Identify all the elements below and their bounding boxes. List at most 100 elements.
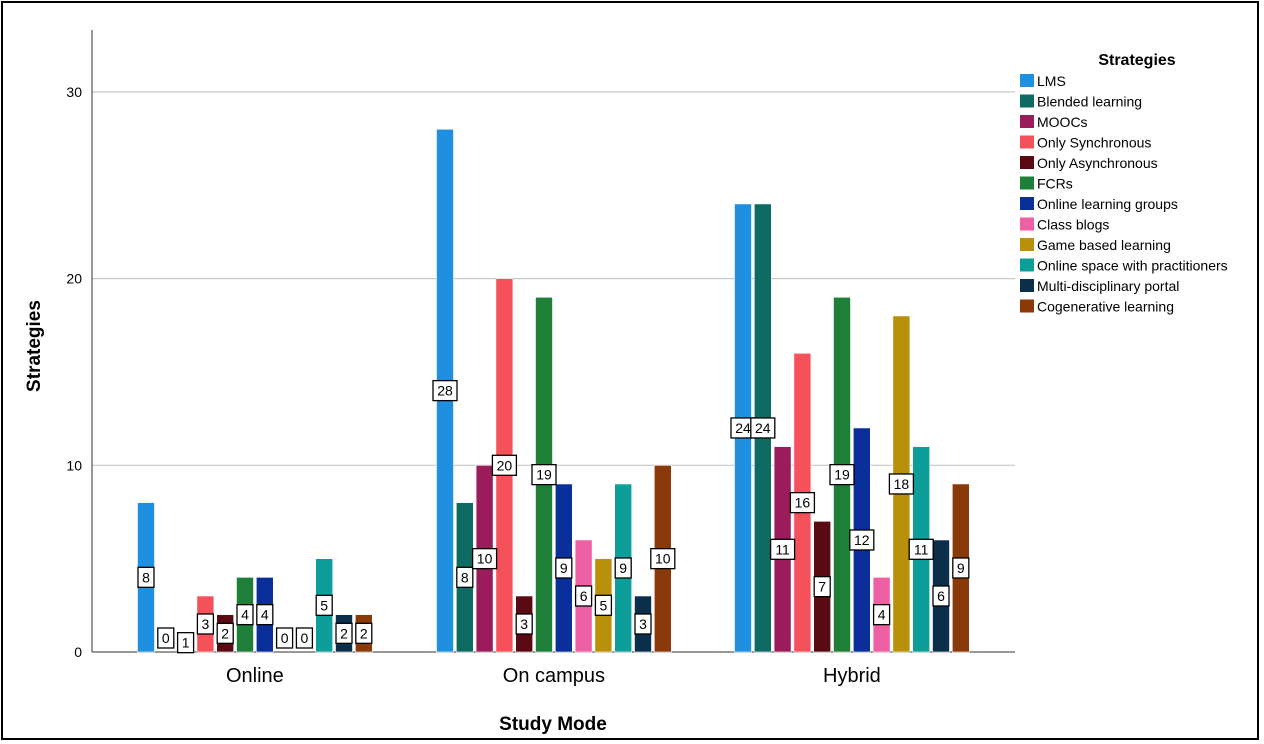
legend-swatch — [1020, 258, 1034, 272]
svg-text:11: 11 — [914, 541, 929, 557]
legend-item: Online space with practitioners — [1020, 258, 1228, 274]
y-axis-title: Strategies — [24, 300, 45, 392]
data-label: 2 — [335, 622, 353, 644]
data-label: 0 — [275, 627, 294, 649]
data-label: 12 — [849, 529, 875, 551]
data-label: 3 — [196, 613, 215, 635]
svg-text:11: 11 — [775, 541, 790, 557]
svg-text:3: 3 — [639, 616, 647, 632]
data-label: 2 — [355, 622, 373, 644]
data-label: 7 — [813, 576, 831, 598]
data-label: 10 — [471, 548, 498, 570]
x-category-label: Online — [226, 665, 284, 687]
legend-swatch — [1020, 94, 1034, 108]
svg-text:2: 2 — [360, 625, 368, 641]
svg-text:18: 18 — [894, 476, 910, 492]
legend-item: Blended learning — [1020, 94, 1142, 110]
data-label: 3 — [515, 613, 533, 635]
legend-swatch — [1020, 238, 1034, 251]
legend: LMS Blended learning MOOCs Only Synchronous… — [1020, 73, 1228, 315]
y-tick-label: 30 — [66, 84, 82, 100]
svg-text:20: 20 — [497, 457, 513, 473]
legend-label: MOOCs — [1037, 114, 1088, 130]
svg-text:6: 6 — [580, 588, 588, 604]
svg-text:4: 4 — [241, 607, 249, 623]
svg-text:3: 3 — [520, 616, 528, 632]
svg-text:4: 4 — [878, 607, 886, 623]
svg-text:8: 8 — [142, 569, 150, 585]
legend-label: Cogenerative learning — [1037, 299, 1174, 315]
data-label: 24 — [730, 417, 756, 439]
data-label: 24 — [750, 417, 776, 439]
data-label: 9 — [952, 557, 970, 579]
data-label: 6 — [932, 585, 950, 607]
legend-swatch — [1020, 135, 1034, 149]
data-label: 0 — [157, 627, 175, 649]
data-label: 0 — [295, 627, 314, 649]
svg-text:4: 4 — [261, 607, 269, 623]
data-label: 28 — [432, 379, 458, 402]
data-label: 19 — [531, 463, 557, 486]
data-label: 9 — [555, 557, 573, 579]
y-tick-label: 20 — [66, 271, 82, 287]
data-label: 11 — [769, 538, 796, 560]
legend-item: Class blogs — [1020, 217, 1109, 233]
data-label: 2 — [216, 622, 234, 644]
svg-text:2: 2 — [340, 625, 348, 641]
legend-item: Cogenerative learning — [1020, 299, 1174, 315]
legend-label: Online space with practitioners — [1037, 258, 1228, 274]
legend-label: Blended learning — [1037, 94, 1142, 110]
bars — [137, 128, 970, 653]
svg-text:10: 10 — [477, 551, 493, 567]
legend-item: Only Synchronous — [1020, 135, 1151, 151]
legend-swatch — [1020, 74, 1034, 87]
svg-text:9: 9 — [619, 560, 627, 576]
legend-item: MOOCs — [1020, 114, 1088, 130]
legend-item: Online learning groups — [1020, 196, 1178, 212]
legend-label: LMS — [1037, 73, 1066, 89]
data-label: 5 — [315, 594, 333, 616]
data-label: 4 — [256, 604, 274, 626]
legend-item: Multi-disciplinary portal — [1020, 278, 1179, 294]
svg-text:16: 16 — [795, 495, 811, 511]
svg-text:5: 5 — [320, 597, 328, 613]
data-label: 6 — [574, 585, 593, 607]
x-category-label: Hybrid — [823, 665, 881, 687]
legend-swatch — [1020, 156, 1034, 169]
svg-text:12: 12 — [854, 532, 870, 548]
y-tick-label: 0 — [74, 644, 82, 660]
svg-text:8: 8 — [461, 569, 469, 585]
legend-swatch — [1020, 299, 1034, 313]
data-label: 10 — [650, 548, 676, 570]
gridlines — [92, 91, 1015, 466]
svg-text:0: 0 — [162, 630, 170, 646]
svg-text:24: 24 — [735, 420, 751, 436]
data-label: 8 — [456, 566, 474, 588]
data-label: 4 — [236, 604, 254, 626]
svg-text:5: 5 — [600, 597, 608, 613]
data-label: 1 — [176, 632, 195, 654]
legend-label: Only Asynchronous — [1037, 155, 1158, 171]
svg-text:7: 7 — [818, 579, 826, 595]
x-axis-title: Study Mode — [499, 714, 607, 735]
data-label: 19 — [829, 463, 855, 486]
data-label: 9 — [614, 557, 632, 579]
data-label: 20 — [491, 454, 518, 476]
legend-label: Only Synchronous — [1037, 135, 1151, 151]
legend-item: FCRs — [1020, 176, 1073, 192]
legend-item: LMS — [1020, 73, 1066, 89]
svg-text:9: 9 — [560, 560, 568, 576]
legend-label: Class blogs — [1037, 217, 1109, 233]
legend-label: Online learning groups — [1037, 196, 1178, 212]
svg-text:0: 0 — [301, 630, 309, 646]
y-tick-label: 10 — [66, 457, 82, 473]
data-label: 8 — [137, 566, 155, 588]
legend-item: Game based learning — [1020, 237, 1171, 253]
data-label: 5 — [594, 594, 613, 616]
legend-label: Multi-disciplinary portal — [1037, 278, 1179, 294]
legend-label: Game based learning — [1037, 237, 1171, 253]
legend-swatch — [1020, 217, 1034, 231]
legend-swatch — [1020, 115, 1034, 128]
data-label: 4 — [872, 604, 891, 626]
